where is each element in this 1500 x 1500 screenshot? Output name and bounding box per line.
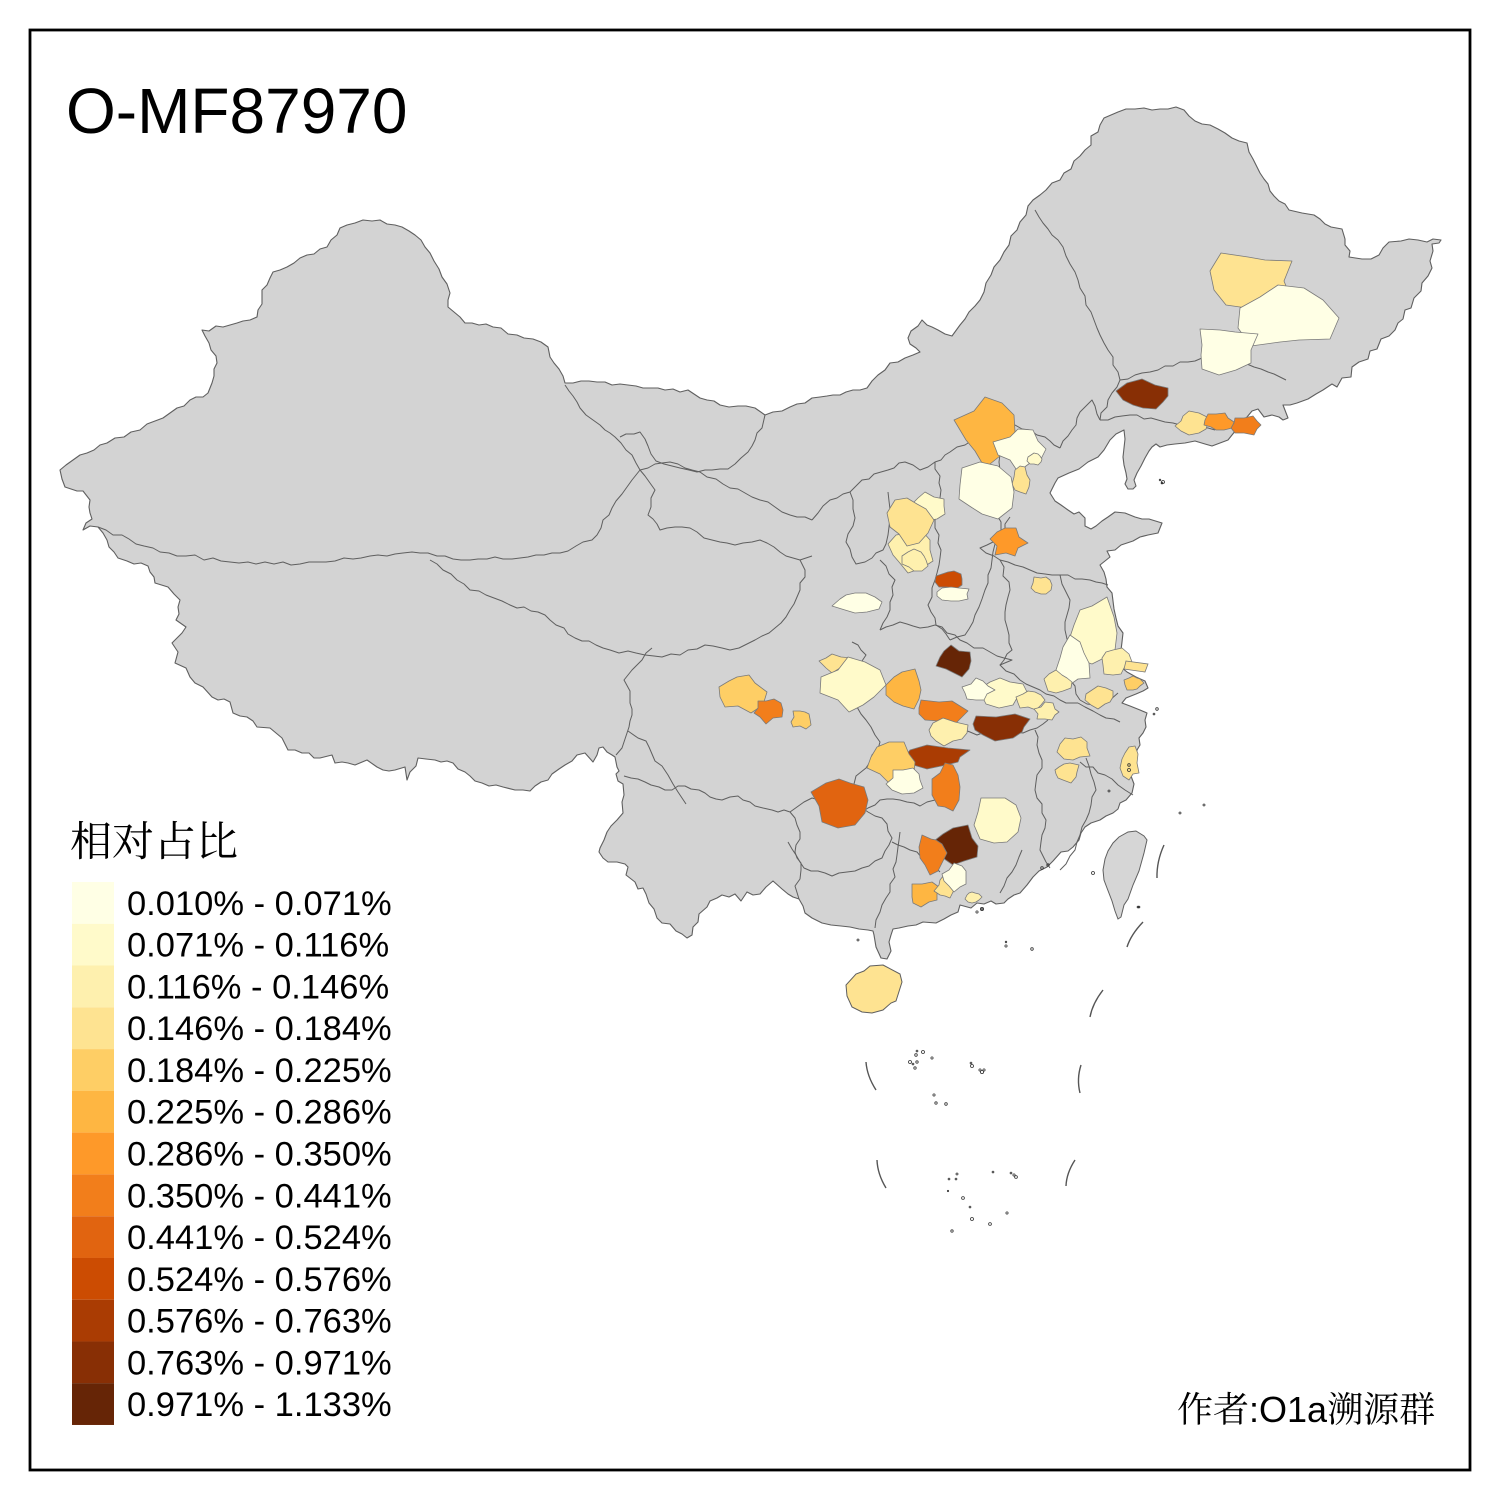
- svg-text:0.286% - 0.350%: 0.286% - 0.350%: [127, 1136, 392, 1174]
- svg-text::O1a: :O1a: [1249, 1389, 1328, 1430]
- svg-text:0.441% - 0.524%: 0.441% - 0.524%: [127, 1219, 392, 1257]
- svg-text:0.350% - 0.441%: 0.350% - 0.441%: [127, 1177, 392, 1215]
- svg-text:0.225% - 0.286%: 0.225% - 0.286%: [127, 1094, 392, 1132]
- svg-text:0.576% - 0.763%: 0.576% - 0.763%: [127, 1303, 392, 1341]
- svg-text:0.971% - 1.133%: 0.971% - 1.133%: [127, 1386, 392, 1424]
- svg-text:0.146% - 0.184%: 0.146% - 0.184%: [127, 1010, 392, 1048]
- svg-text:0.524% - 0.576%: 0.524% - 0.576%: [127, 1261, 392, 1299]
- svg-text:0.116% - 0.146%: 0.116% - 0.146%: [127, 968, 389, 1006]
- svg-text:O-MF87970: O-MF87970: [66, 75, 407, 147]
- svg-text:0.071% - 0.116%: 0.071% - 0.116%: [127, 927, 389, 965]
- svg-text:0.184% - 0.225%: 0.184% - 0.225%: [127, 1052, 392, 1090]
- svg-text:0.763% - 0.971%: 0.763% - 0.971%: [127, 1344, 392, 1382]
- svg-text:0.010% - 0.071%: 0.010% - 0.071%: [127, 885, 392, 923]
